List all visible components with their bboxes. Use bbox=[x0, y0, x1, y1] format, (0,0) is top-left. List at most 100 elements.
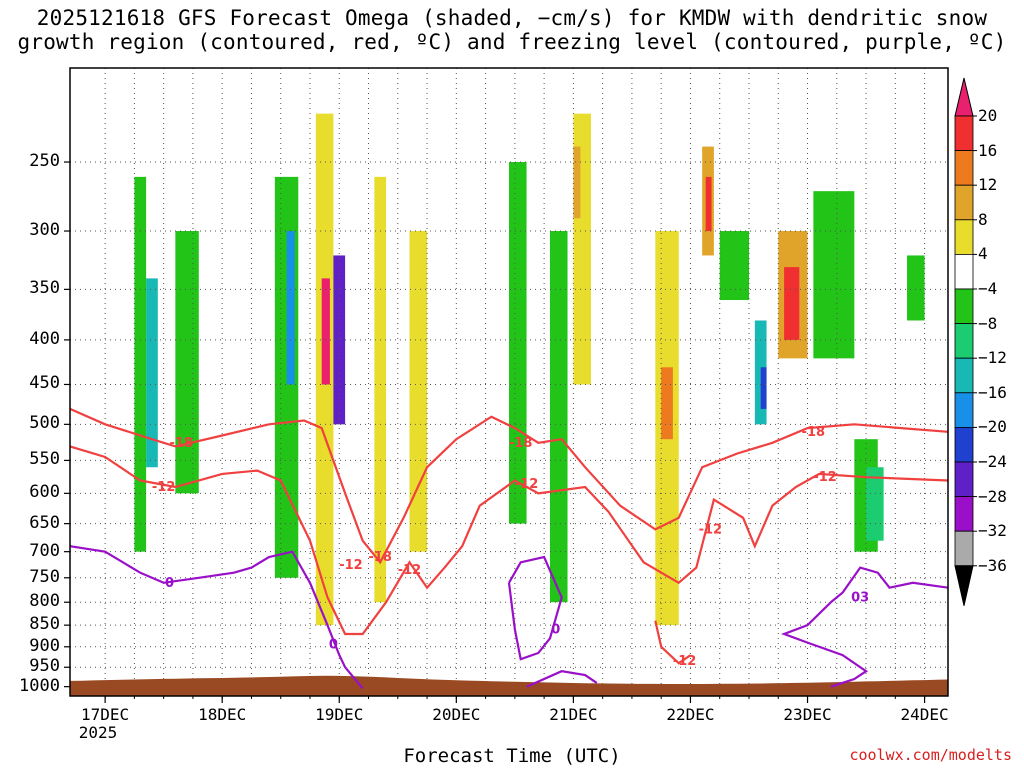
colorbar-bin bbox=[954, 184, 974, 221]
y-tick-label: 600 bbox=[29, 482, 60, 503]
colorbar-label: −12 bbox=[978, 348, 1007, 368]
x-tick-label: 23DEC bbox=[783, 705, 832, 724]
omega-cell bbox=[409, 231, 428, 552]
contour-label: -12 bbox=[398, 563, 422, 578]
chart-title: 2025121618 GFS Forecast Omega (shaded, −… bbox=[0, 6, 1024, 54]
y-tick-label: 250 bbox=[29, 151, 60, 172]
contour-label: -12 bbox=[515, 477, 539, 492]
x-axis-year-label: 2025 bbox=[78, 723, 118, 742]
contour-label: -18 bbox=[802, 425, 826, 440]
dgz-contour-line bbox=[654, 620, 692, 665]
y-tick-label: 450 bbox=[29, 373, 60, 394]
chart-title-line-1: 2025121618 GFS Forecast Omega (shaded, −… bbox=[36, 6, 988, 30]
contour-label: 0 bbox=[551, 623, 560, 638]
freezing-level-contour-line bbox=[507, 555, 563, 661]
omega-cell bbox=[907, 255, 925, 321]
contour-label: -12 bbox=[339, 558, 363, 573]
omega-cell bbox=[784, 267, 800, 340]
x-tick-label: 18DEC bbox=[198, 705, 247, 724]
colorbar-bin bbox=[954, 426, 974, 463]
omega-cell bbox=[866, 467, 884, 541]
freezing-level-contour-line bbox=[69, 545, 364, 690]
colorbar-label: 16 bbox=[978, 140, 998, 160]
colorbar-bin bbox=[954, 150, 974, 186]
y-tick-label: 800 bbox=[29, 591, 60, 612]
colorbar-label: −20 bbox=[978, 417, 1007, 437]
omega-cell bbox=[374, 176, 387, 603]
y-tick-label: 1000 bbox=[19, 675, 60, 696]
colorbar-label: −32 bbox=[978, 521, 1007, 541]
contour-label: 0 bbox=[329, 638, 338, 653]
x-tick-label: 21DEC bbox=[549, 705, 598, 724]
x-tick-label: 22DEC bbox=[666, 705, 715, 724]
omega-cell bbox=[134, 176, 147, 552]
omega-cell bbox=[705, 176, 712, 232]
contour-label: -18 bbox=[368, 550, 392, 565]
credit-link[interactable]: coolwx.com/modelts bbox=[849, 746, 1012, 764]
contour-label: 0 bbox=[165, 576, 174, 591]
x-tick-label: 19DEC bbox=[315, 705, 364, 724]
omega-shading bbox=[134, 113, 925, 626]
omega-cell bbox=[509, 162, 527, 524]
colorbar-bin bbox=[954, 288, 974, 324]
y-tick-label: 950 bbox=[29, 656, 60, 677]
contour-label: -12 bbox=[699, 522, 723, 537]
contour-label: -12 bbox=[813, 470, 837, 485]
omega-cell bbox=[813, 191, 855, 359]
colorbar-bin bbox=[954, 496, 974, 532]
omega-cell bbox=[321, 278, 330, 385]
y-tick-label: 650 bbox=[29, 512, 60, 533]
x-axis-label: Forecast Time (UTC) bbox=[403, 745, 621, 767]
contour-lines bbox=[69, 407, 949, 690]
colorbar-bin bbox=[954, 323, 974, 359]
colorbar-label: −28 bbox=[978, 486, 1007, 506]
y-tick-label: 750 bbox=[29, 566, 60, 587]
ground-surface bbox=[70, 675, 948, 696]
colorbar-label: 8 bbox=[978, 209, 988, 229]
plot-frame bbox=[69, 67, 949, 697]
colorbar-label: −36 bbox=[978, 555, 1007, 575]
colorbar-bin bbox=[954, 392, 974, 428]
y-tick-label: 850 bbox=[29, 614, 60, 635]
x-tick-label: 20DEC bbox=[432, 705, 481, 724]
colorbar-label: 20 bbox=[978, 106, 998, 125]
omega-cell bbox=[333, 255, 346, 425]
freezing-level-contour-line bbox=[780, 566, 949, 688]
freezing-level-contour-line bbox=[526, 670, 598, 688]
y-tick-label: 900 bbox=[29, 635, 60, 656]
colorbar-label: −24 bbox=[978, 452, 1007, 471]
omega-cell bbox=[146, 278, 158, 468]
omega-cell bbox=[175, 231, 199, 494]
colorbar-top-arrow bbox=[954, 77, 974, 117]
dgz-contour-line bbox=[69, 407, 949, 565]
contour-label: -12 bbox=[152, 480, 176, 495]
colorbar-bin bbox=[954, 253, 974, 290]
colorbar-bin bbox=[954, 219, 974, 255]
y-tick-label: 350 bbox=[29, 278, 60, 299]
colorbar-bin bbox=[954, 115, 974, 151]
y-tick-label: 300 bbox=[29, 220, 60, 241]
y-tick-label: 400 bbox=[29, 328, 60, 349]
colorbar-bin bbox=[954, 530, 974, 567]
contour-labels: -18 -18 -18 -18 -12 -12 -12 -12 -12 -12 -12 0 0 0 03 bbox=[152, 425, 869, 669]
colorbar bbox=[954, 77, 977, 606]
omega-cell bbox=[573, 146, 581, 219]
colorbar-label: 4 bbox=[978, 244, 988, 264]
omega-cell bbox=[661, 367, 673, 440]
omega-cell bbox=[549, 231, 568, 603]
x-tick-label: 17DEC bbox=[81, 705, 130, 724]
dgz-contour-line bbox=[69, 445, 949, 636]
axis-ticks bbox=[64, 161, 926, 703]
colorbar-bin bbox=[954, 461, 974, 497]
chart-title-line-2: growth region (contoured, red, ºC) and f… bbox=[17, 30, 1007, 54]
omega-cell bbox=[760, 367, 767, 409]
omega-cell bbox=[286, 231, 295, 385]
contour-label: 03 bbox=[851, 590, 869, 605]
colorbar-label: −4 bbox=[978, 279, 998, 298]
contour-label: -12 bbox=[673, 654, 697, 669]
contour-label: -18 bbox=[509, 436, 533, 451]
colorbar-bin bbox=[954, 357, 974, 394]
y-tick-label: 550 bbox=[29, 449, 60, 470]
omega-cell bbox=[719, 231, 749, 301]
